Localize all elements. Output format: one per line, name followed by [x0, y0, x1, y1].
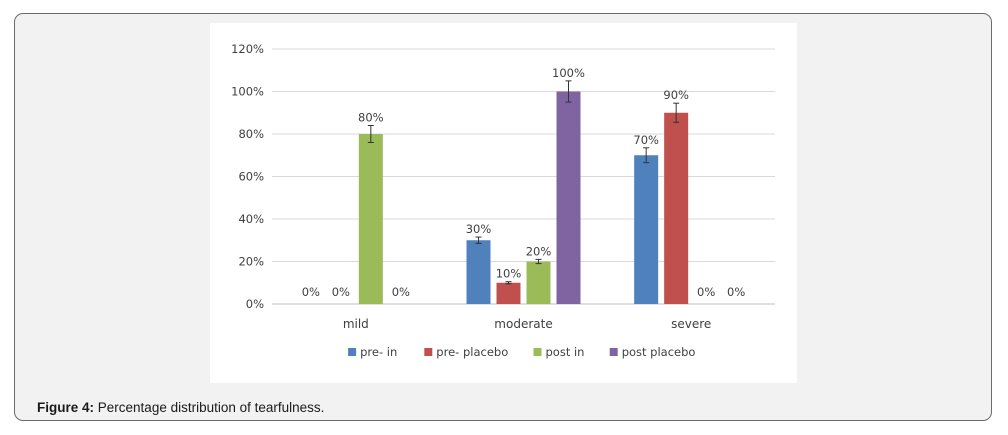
bar — [466, 240, 491, 304]
y-tick-label: 120% — [231, 42, 264, 56]
figure-label: Figure 4: — [37, 400, 95, 415]
y-tick-label: 100% — [231, 85, 264, 99]
bar — [634, 155, 659, 304]
data-label: 0% — [727, 285, 745, 299]
data-label: 30% — [466, 222, 492, 236]
bar — [556, 91, 581, 304]
data-label: 100% — [552, 66, 585, 80]
legend-label: pre- placebo — [436, 345, 508, 359]
legend-label: pre- in — [360, 345, 397, 359]
x-tick-label: mild — [343, 317, 369, 331]
data-label: 20% — [526, 244, 552, 258]
bar — [526, 261, 551, 304]
legend-swatch — [424, 348, 433, 356]
data-label: 0% — [392, 285, 410, 299]
figure-caption-text: Percentage distribution of tearfulness. — [97, 400, 325, 415]
x-tick-label: severe — [671, 317, 711, 331]
data-label: 0% — [697, 285, 715, 299]
data-label: 10% — [496, 267, 522, 281]
data-label: 0% — [302, 285, 320, 299]
figure-frame: 0% 20% 40% 60% 80% 100% 120% mild 0% 0% 80% 0% moder… — [14, 13, 992, 421]
legend-swatch — [533, 348, 542, 356]
legend-label: post placebo — [622, 345, 696, 359]
data-label: 0% — [332, 285, 350, 299]
chart-container: 0% 20% 40% 60% 80% 100% 120% mild 0% 0% 80% 0% moder… — [210, 23, 797, 383]
x-tick-label: moderate — [494, 317, 552, 331]
bar — [358, 134, 383, 304]
y-tick-label: 40% — [238, 212, 264, 226]
y-tick-label: 60% — [238, 170, 264, 184]
y-tick-label: 0% — [246, 297, 264, 311]
data-label: 80% — [358, 111, 384, 125]
legend-swatch — [609, 348, 618, 356]
bar — [496, 282, 521, 304]
y-tick-label: 80% — [238, 127, 264, 141]
bar — [664, 112, 689, 304]
bar-chart: 0% 20% 40% 60% 80% 100% 120% mild 0% 0% 80% 0% moder… — [231, 42, 775, 359]
data-label: 90% — [663, 88, 689, 102]
data-label: 70% — [633, 133, 659, 147]
legend-swatch — [348, 348, 357, 356]
figure-caption: Figure 4: Percentage distribution of tea… — [37, 400, 324, 415]
legend-label: post in — [546, 345, 585, 359]
y-tick-label: 20% — [238, 255, 264, 269]
